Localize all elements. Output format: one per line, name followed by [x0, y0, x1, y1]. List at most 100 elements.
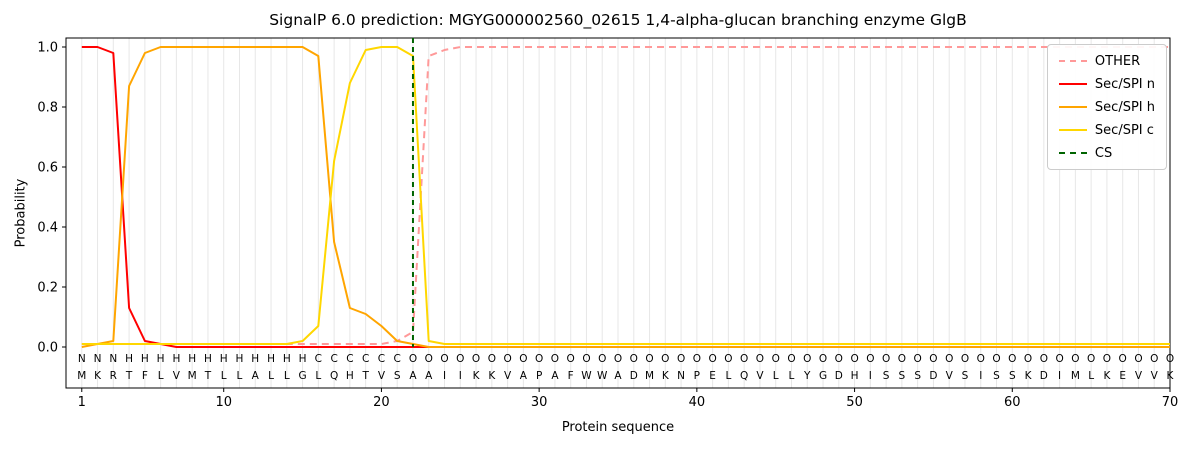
region-label: C: [378, 353, 385, 365]
region-label: O: [835, 353, 843, 365]
legend-label-other: OTHER: [1094, 53, 1141, 69]
sequence-letter: R: [110, 370, 117, 382]
x-tick-label: 50: [846, 395, 863, 410]
sequence-letter: Q: [330, 370, 338, 382]
sequence-letter: V: [756, 370, 764, 382]
region-label: O: [567, 353, 575, 365]
region-label: C: [346, 353, 353, 365]
sequence-letter: H: [346, 370, 354, 382]
region-label: O: [1166, 353, 1174, 365]
series-line-sec-spi-c: [81, 46, 1170, 345]
region-label: O: [977, 353, 985, 365]
legend-item-sec-spi-c: Sec/SPI c: [1058, 121, 1155, 139]
region-label: O: [1103, 353, 1111, 365]
sequence-letter: E: [709, 370, 716, 382]
sequence-letter: I: [979, 370, 982, 382]
sequence-letter: S: [394, 370, 401, 382]
x-tick-label: 60: [1004, 395, 1021, 410]
sec-spi-h-line-sample: [1058, 106, 1087, 108]
sequence-letter: S: [993, 370, 1000, 382]
sequence-letter: A: [425, 370, 433, 382]
sequence-letter: A: [520, 370, 528, 382]
sequence-letter: L: [268, 370, 274, 382]
sequence-letter: L: [158, 370, 164, 382]
sequence-letter: S: [883, 370, 890, 382]
sequence-letter: L: [221, 370, 227, 382]
region-label: O: [1008, 353, 1016, 365]
y-tick-label: 0.2: [37, 281, 58, 296]
axes-border: [65, 37, 1171, 389]
sequence-letter: A: [409, 370, 417, 382]
region-label: O: [756, 353, 764, 365]
sequence-letter: V: [1151, 370, 1159, 382]
region-label: O: [803, 353, 811, 365]
sequence-letter: L: [315, 370, 321, 382]
sequence-letter: K: [94, 370, 102, 382]
sequence-letter: F: [142, 370, 148, 382]
sequence-letter: M: [188, 370, 197, 382]
region-label: O: [1024, 353, 1032, 365]
region-label: O: [1150, 353, 1158, 365]
region-label: O: [772, 353, 780, 365]
y-tick-label: 0.4: [37, 221, 58, 236]
region-label: O: [551, 353, 559, 365]
sec-spi-n-line-sample: [1058, 83, 1087, 85]
region-label: O: [866, 353, 874, 365]
region-label: O: [1040, 353, 1048, 365]
sequence-letter: L: [773, 370, 779, 382]
region-label: N: [109, 353, 117, 365]
chart-title: SignalP 6.0 prediction: MGYG000002560_02…: [269, 11, 967, 29]
sequence-letter: K: [473, 370, 481, 382]
sequence-letter: M: [1071, 370, 1080, 382]
sequence-letter: F: [568, 370, 574, 382]
sequence-letter: E: [1119, 370, 1126, 382]
region-label: O: [440, 353, 448, 365]
sequence-letter: I: [443, 370, 446, 382]
region-label: H: [157, 353, 165, 365]
sequence-letter: G: [299, 370, 307, 382]
region-label: O: [519, 353, 527, 365]
legend-item-cs: CS: [1058, 144, 1155, 162]
other-line-sample: [1058, 60, 1087, 62]
region-label: H: [204, 353, 212, 365]
region-label: O: [819, 353, 827, 365]
legend-item-other: OTHER: [1058, 52, 1155, 70]
region-label: H: [141, 353, 149, 365]
sequence-letter: I: [869, 370, 872, 382]
sequence-letter: K: [1103, 370, 1111, 382]
x-tick-label: 30: [531, 395, 548, 410]
sequence-letter: S: [962, 370, 969, 382]
legend-label-sec-spi-h: Sec/SPI h: [1094, 99, 1155, 115]
region-label: O: [1134, 353, 1142, 365]
region-label: O: [645, 353, 653, 365]
region-label: C: [394, 353, 401, 365]
sequence-letter: N: [677, 370, 685, 382]
sequence-letter: L: [237, 370, 243, 382]
region-label: O: [472, 353, 480, 365]
region-label: O: [898, 353, 906, 365]
region-label: O: [425, 353, 433, 365]
region-label: O: [535, 353, 543, 365]
gridlines: [81, 38, 1171, 388]
region-label: O: [582, 353, 590, 365]
sequence-letter: I: [459, 370, 462, 382]
region-label: N: [94, 353, 102, 365]
region-label: O: [677, 353, 685, 365]
series-line-sec-spi-h: [81, 46, 1170, 348]
sequence-letter: K: [1167, 370, 1175, 382]
sequence-letter: D: [929, 370, 937, 382]
region-label: H: [236, 353, 244, 365]
region-label: O: [1119, 353, 1127, 365]
y-tick-label: 0.6: [37, 161, 58, 176]
region-label: H: [188, 353, 196, 365]
sequence-letter: P: [694, 370, 700, 382]
region-label: C: [330, 353, 337, 365]
x-tick-label: 40: [689, 395, 706, 410]
region-label: N: [78, 353, 86, 365]
legend-label-cs: CS: [1094, 145, 1113, 161]
y-tick-label: 0.8: [37, 101, 58, 116]
